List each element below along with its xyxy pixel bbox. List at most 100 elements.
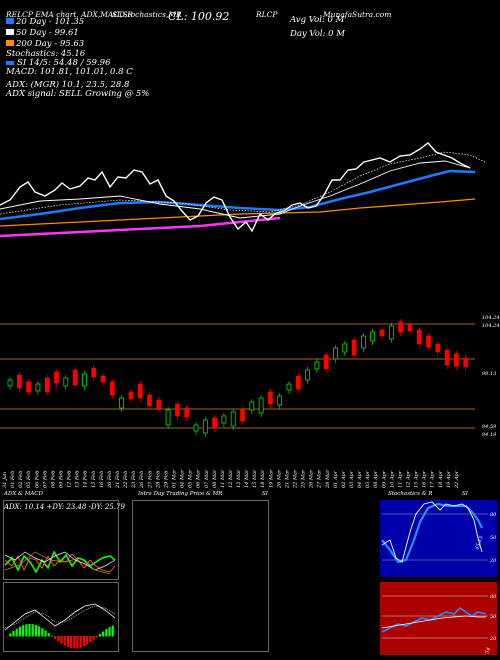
date-label: 26 Mar — [309, 469, 315, 489]
ema50-text: 50 Day - 99.61 — [16, 28, 79, 38]
ema-blue-line — [0, 169, 476, 221]
candle-body — [147, 394, 152, 407]
date-label: 31 Jan — [2, 472, 8, 488]
stoch-axis-20: 20 — [489, 558, 497, 564]
candle-body — [370, 331, 376, 342]
macd-bar — [66, 636, 69, 648]
ema-orange-line — [0, 198, 476, 227]
adx-green-line — [4, 550, 116, 574]
date-label: 29 Feb — [163, 471, 169, 489]
date-label: 14 Feb — [83, 471, 89, 488]
date-label: 16 Feb — [99, 471, 105, 488]
price-level-4: 94.59 — [482, 424, 497, 430]
candle-body — [72, 369, 78, 386]
date-label: 01 Apr — [333, 470, 339, 488]
date-label: 27 Mar — [317, 469, 323, 489]
candle-body — [7, 379, 13, 387]
candle-body — [286, 383, 292, 391]
candle-body — [54, 371, 59, 384]
candle-body — [268, 391, 273, 405]
stochastics-panel — [380, 500, 497, 577]
adx-panel — [3, 500, 119, 580]
ema50-label: 50 Day - 99.61 — [6, 28, 79, 38]
intra-panel-si: SI — [262, 491, 268, 497]
date-label: 08 Apr — [373, 470, 379, 488]
date-label: 22 Apr — [454, 470, 460, 489]
ema-chart — [0, 142, 486, 238]
date-label: 02 Apr — [341, 470, 347, 488]
macd-bar — [89, 636, 92, 643]
candle-body — [128, 391, 134, 400]
stochastics-value: Stochastics: 45.16 — [6, 49, 86, 59]
ema-white-line — [0, 160, 471, 219]
macd-bar — [111, 625, 114, 637]
candle-body — [100, 375, 106, 383]
macd-bar — [73, 636, 76, 649]
date-label: 28 Feb — [155, 471, 161, 489]
candle-body — [361, 335, 366, 349]
header-indicators: SI,Stochastics,MR — [112, 10, 182, 19]
date-label: 08 Feb — [50, 471, 56, 488]
date-label: 26 Feb — [139, 471, 145, 489]
date-label: 03 Apr — [349, 470, 355, 488]
candle-body — [351, 339, 357, 356]
candle-body — [314, 361, 320, 370]
macd-bar — [95, 636, 98, 638]
price-line — [0, 142, 471, 233]
candle-body — [63, 377, 69, 387]
date-label: 20 Mar — [276, 469, 282, 489]
day-volume-label: Day Vol: 0 M — [290, 29, 345, 39]
adx-value: ADX: (MGR) 10.1, 23.5, 28.8 — [6, 80, 130, 90]
date-label: 19 Mar — [268, 469, 274, 488]
ema20-text: 20 Day - 101.35 — [16, 17, 85, 27]
date-label: 13 Mar — [236, 469, 242, 488]
candle-body — [137, 383, 143, 399]
macd-bar — [54, 636, 57, 639]
macd-white-line — [4, 603, 116, 631]
date-axis: 31 Jan 01 Feb 02 Feb 05 Feb 06 Feb 07 Feb 08 F… — [2, 469, 460, 489]
date-label: 05 Apr — [365, 470, 371, 488]
date-label: 21 Mar — [284, 469, 290, 489]
date-label: 12 Mar — [228, 469, 234, 488]
date-label: 15 Mar — [252, 469, 258, 488]
macd-bar — [76, 636, 79, 649]
macd-bar — [31, 624, 34, 637]
date-label: 12 Feb — [67, 471, 73, 488]
candle-body — [379, 329, 385, 337]
date-label: 01 Mar — [171, 469, 177, 488]
rsi-white-line — [381, 615, 486, 629]
candle-body — [416, 329, 422, 345]
candle-body — [388, 325, 394, 340]
macd-bar — [22, 625, 25, 637]
candle-body — [16, 374, 22, 389]
candle-body — [91, 367, 97, 378]
candle-body — [193, 424, 199, 432]
stoch-blue-line — [381, 502, 483, 564]
macd-bar — [105, 629, 108, 637]
date-label: 28 Mar — [325, 469, 331, 489]
ema-dotted-line — [0, 151, 486, 215]
candle-body — [26, 381, 31, 393]
si-text: SI 14/5: 54.48 / 59.96 — [17, 58, 111, 68]
candle-body — [156, 399, 162, 409]
macd-bar — [98, 634, 101, 637]
candles-group — [7, 319, 469, 437]
date-label: 14 Mar — [244, 469, 250, 488]
price-level-2: 104.24 — [482, 323, 500, 329]
candle-body — [212, 417, 217, 429]
ema200-text: 200 Day - 95.63 — [16, 39, 85, 49]
date-label: 15 Feb — [91, 471, 97, 488]
date-label: 11 Mar — [220, 469, 226, 488]
candle-body — [221, 415, 227, 424]
macd-bar — [108, 627, 111, 637]
date-label: 07 Feb — [42, 471, 48, 488]
date-label: 18 Mar — [260, 469, 266, 488]
macd-bar — [44, 630, 47, 637]
macd-value: MACD: 101.81, 101.01, 0.8 C — [6, 67, 133, 77]
macd-bar — [70, 636, 73, 649]
macd-bar — [12, 630, 15, 637]
candle-body — [463, 357, 469, 368]
date-label: 10 Apr — [389, 470, 395, 488]
stoch-white-line — [381, 501, 483, 563]
